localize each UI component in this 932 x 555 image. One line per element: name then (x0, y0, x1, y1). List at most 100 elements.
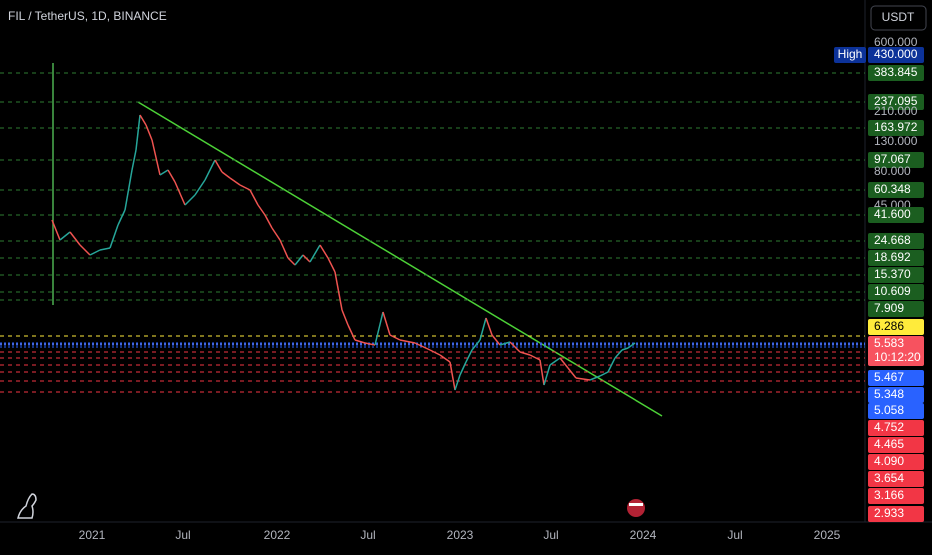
price-segment (354, 339, 366, 344)
time-label: 2025 (814, 528, 841, 542)
price-segment (614, 349, 623, 359)
time-label: 2024 (630, 528, 657, 542)
price-label-box (868, 370, 924, 386)
price-segment (499, 341, 511, 346)
currency-label[interactable]: USDT (882, 10, 915, 24)
price-segment (465, 349, 473, 363)
price-segment (59, 231, 71, 241)
price-label-box (868, 207, 924, 223)
price-segment (567, 367, 577, 379)
price-segment (491, 334, 501, 346)
price-segment (51, 219, 61, 241)
price-segment (229, 177, 241, 186)
price-segment (439, 354, 451, 363)
price-label-box (868, 152, 924, 168)
price-segment (221, 171, 231, 179)
price-label: 18.692 (874, 250, 911, 264)
price-label-box (868, 506, 924, 522)
price-label-box (868, 437, 924, 453)
price-segment (471, 339, 481, 351)
price-segment (79, 244, 91, 256)
countdown: 10:12:20 (874, 350, 921, 364)
price-segment (302, 254, 311, 263)
price-segment (151, 139, 161, 176)
price-segment (194, 179, 206, 196)
currency-button[interactable] (870, 5, 927, 31)
price-label-box (868, 120, 924, 136)
price-segment (543, 364, 551, 386)
price-segment (109, 224, 119, 249)
price-segment (249, 189, 259, 206)
price-segment (124, 169, 133, 211)
price-segment (131, 149, 137, 171)
price-label: 7.909 (874, 301, 904, 315)
price-label-box (868, 336, 924, 366)
price-segment (99, 247, 111, 251)
price-segment (449, 361, 456, 391)
high-badge: High (838, 47, 863, 61)
price-segment (309, 244, 321, 263)
price-segment (145, 124, 153, 141)
time-label: 2022 (264, 528, 291, 542)
price-label-box (868, 65, 924, 81)
price-segment (327, 257, 336, 273)
price-label: 60.348 (874, 182, 911, 196)
price-label-box (868, 267, 924, 283)
time-label: Jul (543, 528, 558, 542)
price-label-box (868, 250, 924, 266)
price-label: 2.933 (874, 506, 904, 520)
price-label: 24.668 (874, 233, 911, 247)
price-label: 130.000 (874, 134, 918, 148)
price-label-box (868, 94, 924, 110)
price-segment (174, 181, 186, 206)
time-label: Jul (727, 528, 742, 542)
price-label: 3.654 (874, 471, 904, 485)
time-label: 2023 (447, 528, 474, 542)
time-label: 2021 (79, 528, 106, 542)
price-segment (167, 169, 176, 183)
price-segment (135, 114, 141, 151)
price-label: 6.286 (874, 319, 904, 333)
price-segment (485, 317, 493, 336)
price-label: 5.348 (874, 387, 904, 401)
price-segment (627, 342, 636, 349)
price-label: 237.095 (874, 94, 918, 108)
price-segment (454, 374, 461, 391)
price-segment (599, 371, 609, 377)
symbol-title: FIL / TetherUS, 1D, BINANCE (8, 9, 167, 23)
time-label: Jul (360, 528, 375, 542)
price-segment (364, 342, 376, 346)
price-segment (519, 351, 531, 356)
price-label: 210.000 (874, 104, 918, 118)
price-segment (184, 194, 196, 206)
price-segment (621, 347, 629, 351)
event-flag[interactable] (627, 499, 645, 517)
price-segment (549, 357, 561, 366)
price-label: 4.090 (874, 454, 904, 468)
price-segment (89, 249, 101, 256)
price-segment (539, 359, 545, 386)
event-flag-stripe (629, 503, 643, 506)
price-label: 600.000 (874, 35, 918, 49)
price-segment (341, 309, 349, 326)
price-segment (399, 339, 416, 344)
price-segment (264, 214, 273, 229)
price-label-box (868, 47, 924, 63)
logo (17, 493, 37, 519)
price-label: 15.370 (874, 267, 911, 281)
price-label: 41.600 (874, 207, 911, 221)
price-segment (319, 244, 329, 259)
price-segment (271, 227, 281, 241)
price-segment (287, 257, 296, 266)
price-label: 430.000 (874, 47, 918, 61)
price-segment (529, 354, 541, 361)
price-segment (257, 204, 266, 216)
price-label: 3.166 (874, 488, 904, 502)
price-segment (559, 357, 569, 369)
price-segment (382, 311, 391, 336)
price-segment (69, 231, 81, 246)
price-label-box (868, 488, 924, 504)
price-label: 97.067 (874, 152, 911, 166)
